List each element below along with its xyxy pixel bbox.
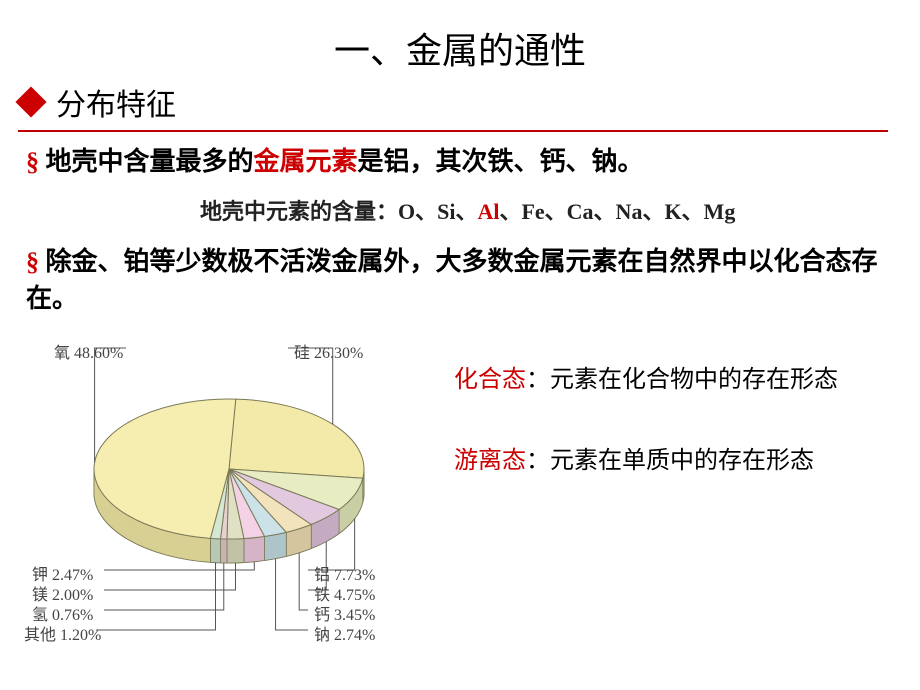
def-compound: 化合态：元素在化合物中的存在形态 xyxy=(454,363,896,398)
def-free: 游离态：元素在单质中的存在形态 xyxy=(454,444,896,479)
definitions: 化合态：元素在化合物中的存在形态 游离态：元素在单质中的存在形态 xyxy=(444,329,920,649)
bullet-mark: § xyxy=(26,247,46,276)
def1-term: 化合态 xyxy=(454,367,526,393)
pie-label: 钠 2.74% xyxy=(314,621,375,645)
def1-body: 元素在化合物中的存在形态 xyxy=(550,367,838,393)
subline-b: Al xyxy=(477,199,499,224)
def2-colon: ： xyxy=(526,448,550,474)
subline-a: 地壳中元素的含量：O、Si、 xyxy=(200,199,477,224)
section-underline xyxy=(18,130,888,132)
bullet2-text: 除金、铂等少数极不活泼金属外，大多数金属元素在自然界中以化合态存在。 xyxy=(26,247,878,312)
section-header: 分布特征 xyxy=(20,80,880,128)
def1-colon: ： xyxy=(526,367,550,393)
element-order-line: 地壳中元素的含量：O、Si、Al、Fe、Ca、Na、K、Mg xyxy=(200,194,920,226)
subline-c: 、Fe、Ca、Na、K、Mg xyxy=(499,199,735,224)
page-title: 一、金属的通性 xyxy=(0,0,920,74)
def2-body: 元素在单质中的存在形态 xyxy=(550,448,814,474)
bullet1-c: 是铝，其次铁、钙、钠。 xyxy=(358,147,644,176)
bullet1-a: 地壳中含量最多的 xyxy=(46,147,254,176)
section-header-text: 分布特征 xyxy=(56,80,176,124)
bullet-1: § 地壳中含量最多的金属元素是铝，其次铁、钙、钠。 xyxy=(26,144,920,180)
def2-term: 游离态 xyxy=(454,448,526,474)
bullet1-b: 金属元素 xyxy=(254,147,358,176)
pie-chart: 硅 26.30%铝 7.73%铁 4.75%钙 3.45%钠 2.74%钾 2.… xyxy=(14,329,444,649)
lower-row: 硅 26.30%铝 7.73%铁 4.75%钙 3.45%钠 2.74%钾 2.… xyxy=(0,329,920,649)
pie-label: 其他 1.20% xyxy=(24,621,101,645)
pie-label: 氧 48.60% xyxy=(54,339,123,363)
bullet-2: § 除金、铂等少数极不活泼金属外，大多数金属元素在自然界中以化合态存在。 xyxy=(26,244,920,317)
diamond-icon xyxy=(15,86,46,117)
bullet-mark: § xyxy=(26,147,46,176)
pie-label: 硅 26.30% xyxy=(294,339,363,363)
